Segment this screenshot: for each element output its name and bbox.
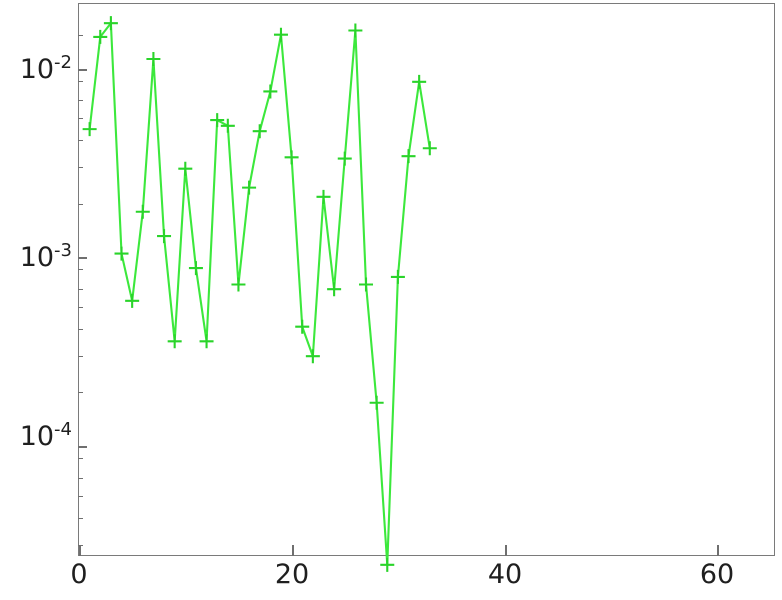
y-tick-major-1e-2: [78, 69, 87, 71]
y-tick-minor: [78, 81, 83, 83]
data-point-marker: [380, 557, 395, 572]
x-tick-label-20: 20: [274, 559, 310, 590]
y-tick-major-1e-4: [78, 446, 87, 448]
y-tick-major-1e-3: [78, 257, 87, 259]
y-label-mantissa: 10: [19, 54, 55, 85]
y-tick-minor: [78, 140, 83, 142]
x-tick-60: [717, 545, 719, 556]
y-tick-minor: [78, 35, 83, 37]
y-label-exponent: -2: [54, 52, 72, 73]
y-tick-minor: [78, 204, 83, 206]
y-label-mantissa: 10: [19, 242, 55, 273]
y-tick-minor: [78, 167, 83, 169]
x-tick-label-0: 0: [70, 559, 88, 590]
y-tick-minor: [78, 458, 83, 460]
plot-area: [78, 3, 775, 556]
y-label-exponent: -3: [54, 240, 72, 261]
y-tick-label-1e-4: 10-4: [19, 419, 72, 452]
x-tick-40: [505, 545, 507, 556]
y-tick-minor: [78, 289, 83, 291]
y-tick-minor: [78, 307, 83, 309]
y-tick-minor: [78, 356, 83, 358]
y-tick-minor: [78, 478, 83, 480]
y-tick-minor: [78, 392, 83, 394]
y-tick-minor: [78, 269, 83, 271]
x-tick-label-40: 40: [487, 559, 523, 590]
x-tick-0: [79, 545, 81, 556]
y-label-exponent: -4: [54, 419, 72, 440]
y-tick-minor: [78, 329, 83, 331]
y-tick-label-1e-3: 10-3: [19, 240, 72, 273]
y-tick-minor: [78, 118, 83, 120]
y-tick-label-1e-2: 10-2: [19, 52, 72, 85]
y-tick-minor: [78, 518, 83, 520]
y-label-mantissa: 10: [19, 421, 55, 452]
x-tick-label-60: 60: [699, 559, 735, 590]
x-tick-20: [292, 545, 294, 556]
y-tick-minor: [78, 100, 83, 102]
y-tick-minor: [78, 496, 83, 498]
